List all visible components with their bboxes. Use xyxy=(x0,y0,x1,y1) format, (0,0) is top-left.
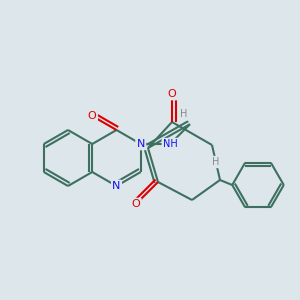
Text: N: N xyxy=(112,181,121,191)
Text: H: H xyxy=(212,157,220,167)
Text: N: N xyxy=(136,139,145,149)
Text: O: O xyxy=(132,199,140,209)
Text: NH: NH xyxy=(163,139,178,149)
Text: O: O xyxy=(88,111,97,121)
Text: H: H xyxy=(180,109,188,119)
Text: O: O xyxy=(168,89,176,99)
